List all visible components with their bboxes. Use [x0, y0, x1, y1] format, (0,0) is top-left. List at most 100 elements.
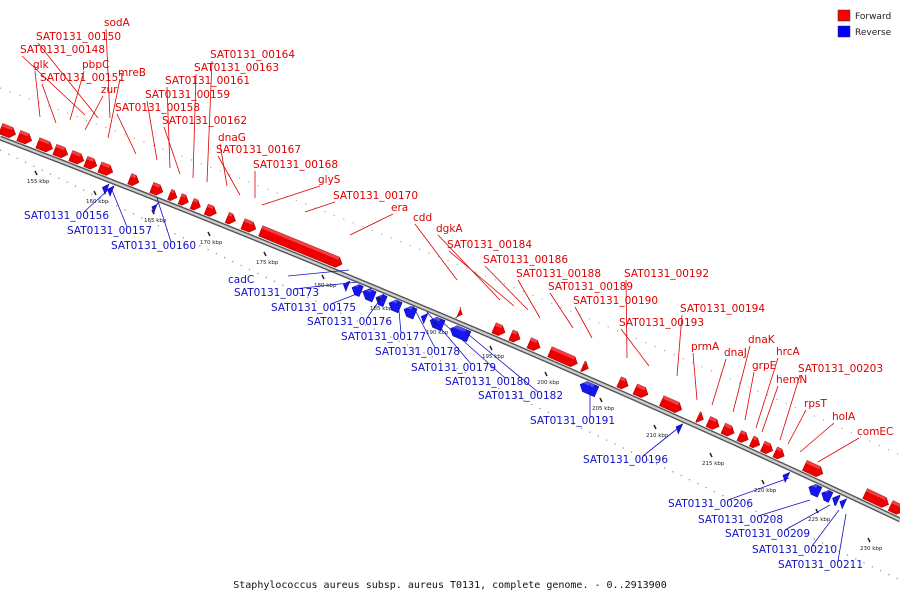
- reverse-leader-9: [426, 311, 472, 365]
- forward-leader-7: [107, 78, 121, 139]
- forward-leader-15: [217, 155, 241, 196]
- forward-label-sat0131-00163: SAT0131_00163: [194, 62, 279, 74]
- forward-gene-8: [149, 182, 164, 196]
- tick-mark-6: [377, 297, 381, 303]
- tick-track: [0, 149, 900, 581]
- reverse-leader-13: [642, 424, 683, 457]
- forward-label-pbpc: pbpC: [82, 59, 109, 71]
- forward-gene-23: [632, 383, 649, 398]
- reverse-leader-2: [156, 197, 172, 243]
- forward-label-sat0131-00193: SAT0131_00193: [619, 317, 704, 329]
- tick-mark-7: [433, 321, 437, 327]
- reverse-gene-15: [808, 482, 823, 498]
- forward-gene-31: [772, 446, 785, 460]
- forward-label-dnag: dnaG: [218, 132, 246, 144]
- forward-gene-0: [0, 123, 16, 138]
- tick-label-1: 160 kbp: [86, 199, 109, 205]
- forward-gene-30: [760, 440, 774, 454]
- forward-gene-5: [83, 156, 98, 170]
- reverse-gene-17: [832, 493, 841, 506]
- forward-gene-3: [52, 144, 69, 159]
- tick-mark-0: [34, 170, 38, 176]
- reverse-gene-9: [420, 311, 429, 325]
- forward-leader-33: [744, 371, 755, 421]
- reverse-label-sat0131-00160: SAT0131_00160: [111, 240, 196, 252]
- forward-gene-19: [526, 337, 541, 351]
- forward-label-sat0131-00167: SAT0131_00167: [216, 144, 301, 156]
- forward-label-mreb: mreB: [118, 67, 146, 79]
- forward-label-sat0131-00188: SAT0131_00188: [516, 268, 601, 280]
- forward-label-sat0131-00161: SAT0131_00161: [165, 75, 250, 87]
- forward-label-sat0131-00203: SAT0131_00203: [798, 363, 883, 375]
- forward-label-comec: comEC: [857, 426, 893, 438]
- tick-label-9: 200 kbp: [537, 380, 560, 386]
- reverse-label-sat0131-00177: SAT0131_00177: [341, 331, 426, 343]
- forward-label-sat0131-00190: SAT0131_00190: [573, 295, 658, 307]
- forward-label-sat0131-00186: SAT0131_00186: [483, 254, 568, 266]
- forward-gene-10: [177, 193, 189, 206]
- reverse-label-sat0131-00176: SAT0131_00176: [307, 316, 392, 328]
- tick-label-6: 185 kbp: [370, 306, 393, 312]
- forward-leader-23: [484, 265, 529, 311]
- reverse-label-sat0131-00208: SAT0131_00208: [698, 514, 783, 526]
- tick-label-5: 180 kbp: [314, 283, 337, 289]
- reverse-leader-11: [462, 329, 539, 393]
- outer-track: [0, 87, 900, 456]
- tick-label-2: 165 kbp: [144, 218, 167, 224]
- forward-leader-18: [304, 201, 336, 213]
- forward-leader-30: [692, 352, 698, 401]
- forward-gene-20: [547, 346, 578, 367]
- forward-label-rpst: rpsT: [804, 398, 827, 410]
- forward-leader-35: [761, 385, 779, 433]
- reverse-label-sat0131-00191: SAT0131_00191: [530, 415, 615, 427]
- forward-label-dnak: dnaK: [748, 334, 776, 346]
- forward-leader-29: [676, 314, 683, 377]
- forward-label-sat0131-00194: SAT0131_00194: [680, 303, 765, 315]
- reverse-gene-8: [403, 304, 418, 320]
- forward-gene-33: [862, 488, 889, 508]
- forward-leader-38: [799, 422, 835, 453]
- reverse-leader-3: [287, 269, 350, 277]
- tick-mark-10: [599, 397, 603, 403]
- reverse-label-sat0131-00178: SAT0131_00178: [375, 346, 460, 358]
- reverse-leader-16: [784, 504, 831, 531]
- tick-label-15: 230 kbp: [860, 546, 883, 552]
- forward-label-sat0131-00148: SAT0131_00148: [20, 44, 105, 56]
- forward-leader-39: [817, 437, 860, 463]
- forward-leader-8: [116, 113, 137, 155]
- forward-leader-31: [711, 358, 727, 406]
- forward-label-hola: holA: [832, 411, 856, 423]
- forward-gene-24: [659, 395, 683, 413]
- reverse-label-sat0131-00156: SAT0131_00156: [24, 210, 109, 222]
- forward-label-hemn: hemN: [776, 374, 807, 386]
- reverse-leader-17: [811, 509, 840, 547]
- reverse-leader-18: [837, 513, 847, 562]
- tick-mark-14: [815, 508, 819, 514]
- tick-mark-9: [544, 371, 548, 377]
- forward-label-soda: sodA: [104, 17, 131, 29]
- forward-label-sat0131-00150: SAT0131_00150: [36, 31, 121, 43]
- tick-label-8: 195 kbp: [482, 354, 505, 360]
- forward-leader-11: [163, 126, 181, 175]
- forward-gene-22: [616, 376, 629, 390]
- forward-leader-26: [574, 306, 593, 339]
- forward-leader-5: [41, 83, 57, 124]
- tick-label-13: 220 kbp: [754, 488, 777, 494]
- tick-mark-13: [761, 479, 765, 485]
- forward-gene-28: [736, 430, 749, 443]
- reverse-label-sat0131-00182: SAT0131_00182: [478, 390, 563, 402]
- reverse-label-sat0131-00179: SAT0131_00179: [411, 362, 496, 374]
- forward-leader-4: [69, 70, 85, 121]
- legend-label-forward: Forward: [855, 12, 891, 22]
- reverse-gene-12: [579, 379, 600, 398]
- reverse-label-sat0131-00180: SAT0131_00180: [445, 376, 530, 388]
- forward-leader-1: [37, 42, 99, 119]
- forward-gene-21: [580, 360, 589, 372]
- tick-label-11: 210 kbp: [646, 433, 669, 439]
- forward-leader-6: [84, 95, 104, 131]
- forward-label-sat0131-00189: SAT0131_00189: [548, 281, 633, 293]
- reverse-label-sat0131-00209: SAT0131_00209: [725, 528, 810, 540]
- tick-label-10: 205 kbp: [592, 406, 615, 412]
- forward-leader-27: [625, 279, 628, 359]
